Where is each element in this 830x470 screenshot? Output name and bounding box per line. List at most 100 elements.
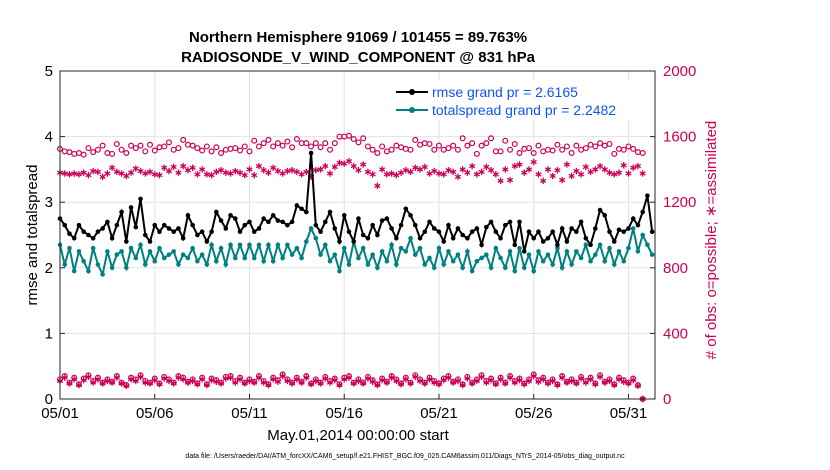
obs-possible-point xyxy=(611,150,618,157)
x-axis-label: May.01,2014 00:00:00 start xyxy=(267,427,449,444)
obs-assimilated-low-point xyxy=(331,376,338,384)
totalspread-point xyxy=(356,255,361,261)
obs-assimilated-point xyxy=(345,158,353,165)
totalspread-point xyxy=(389,242,394,248)
totalspread-point xyxy=(138,242,143,248)
obs-assimilated-low-point xyxy=(71,376,78,383)
obs-assimilated-low-point xyxy=(142,379,149,386)
y-tick-label: 2 xyxy=(45,260,53,277)
obs-assimilated-point xyxy=(383,171,390,178)
rmse-point xyxy=(199,229,205,235)
obs-assimilated-point xyxy=(90,167,97,175)
totalspread-point xyxy=(597,242,603,248)
y-axis-right-label: # of obs: o=possible; ∗=assimilated xyxy=(703,121,720,360)
totalspread-point xyxy=(431,265,437,271)
obs-assimilated-point xyxy=(360,161,367,168)
totalspread-point xyxy=(593,252,598,257)
rmse-point xyxy=(550,229,555,235)
obs-possible-point xyxy=(431,146,438,153)
rmse-point xyxy=(540,239,546,244)
totalspread-point xyxy=(427,255,432,261)
obs-assimilated-point xyxy=(317,166,324,173)
rmse-point xyxy=(280,219,285,225)
obs-possible-point xyxy=(199,147,206,154)
obs-assimilated-point xyxy=(232,167,239,175)
rmse-point xyxy=(232,216,238,221)
rmse-point xyxy=(100,226,105,231)
obs-possible-point xyxy=(203,143,210,150)
legend-label-spread: totalspread grand pr = 2.2482 xyxy=(432,102,616,118)
rmse-point xyxy=(285,222,290,228)
obs-possible-point xyxy=(502,137,509,144)
rmse-point xyxy=(408,213,413,218)
obs-possible-point xyxy=(497,148,504,155)
obs-assimilated-point xyxy=(568,172,575,180)
totalspread-point xyxy=(266,242,271,248)
rmse-point xyxy=(403,206,409,212)
obs-assimilated-low-point xyxy=(246,377,253,385)
obs-assimilated-low-point xyxy=(634,382,642,390)
rmse-point xyxy=(427,219,432,225)
rmse-point xyxy=(649,229,655,235)
totalspread-point xyxy=(531,268,537,274)
rmse-point xyxy=(119,209,124,215)
totalspread-point xyxy=(578,255,584,261)
totalspread-point xyxy=(403,249,409,254)
totalspread-point xyxy=(294,245,300,251)
obs-possible-point xyxy=(483,140,490,147)
rmse-point xyxy=(536,229,541,235)
obs-possible-point xyxy=(99,142,106,149)
rmse-point xyxy=(171,229,176,235)
totalspread-point xyxy=(62,262,68,267)
totalspread-point xyxy=(607,245,612,251)
obs-possible-point xyxy=(165,139,172,146)
rmse-point xyxy=(517,219,522,225)
obs-possible-point xyxy=(360,135,367,142)
rmse-point xyxy=(389,226,394,231)
obs-assimilated-point xyxy=(189,164,196,171)
obs-assimilated-point xyxy=(540,177,547,185)
obs-possible-point xyxy=(175,145,182,152)
obs-assimilated-low-point xyxy=(194,381,201,388)
totalspread-point xyxy=(114,252,120,257)
obs-assimilated-low-point xyxy=(407,380,414,387)
obs-assimilated-low-point xyxy=(402,376,409,383)
y-right-tick-label: 800 xyxy=(663,260,688,277)
obs-possible-point xyxy=(459,135,466,142)
rmse-point xyxy=(564,239,570,244)
obs-possible-point xyxy=(85,145,92,152)
totalspread-point xyxy=(498,255,503,261)
obs-possible-point xyxy=(208,148,215,155)
obs-possible-point xyxy=(625,143,632,150)
obs-possible-point xyxy=(507,146,514,153)
rmse-point xyxy=(484,224,489,230)
rmse-point xyxy=(412,222,418,228)
obs-assimilated-low-point xyxy=(497,376,504,383)
totalspread-point xyxy=(152,258,158,264)
obs-assimilated-point xyxy=(194,171,201,178)
totalspread-point xyxy=(176,262,181,267)
obs-possible-point xyxy=(180,136,187,143)
totalspread-point xyxy=(275,242,281,248)
totalspread-point xyxy=(379,249,385,254)
obs-assimilated-point xyxy=(113,168,120,176)
obs-possible-point xyxy=(445,145,452,152)
rmse-point xyxy=(555,242,560,248)
obs-assimilated-point xyxy=(639,170,646,177)
totalspread-point xyxy=(81,258,86,264)
y-right-tick-label: 400 xyxy=(663,325,688,342)
rmse-point xyxy=(176,226,181,231)
obs-possible-point xyxy=(303,140,310,147)
obs-assimilated-point xyxy=(199,166,206,173)
totalspread-point xyxy=(484,252,489,257)
obs-possible-point xyxy=(237,147,244,154)
obs-assimilated-low-point xyxy=(369,378,376,385)
totalspread-point xyxy=(133,255,139,261)
rmse-point xyxy=(86,232,91,238)
obs-assimilated-point xyxy=(109,164,116,171)
rmse-point xyxy=(214,209,219,215)
rmse-point xyxy=(142,232,148,238)
obs-assimilated-low-point xyxy=(601,379,608,386)
obs-assimilated-low-point xyxy=(587,376,594,383)
rmse-point xyxy=(474,226,480,231)
